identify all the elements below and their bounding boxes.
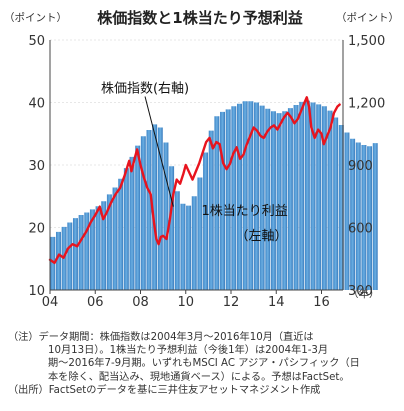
x-tick-label: 06 xyxy=(87,295,104,310)
eps-bar xyxy=(350,138,356,290)
eps-bar xyxy=(304,100,310,291)
eps-bar xyxy=(112,187,118,290)
left-tick-label: 30 xyxy=(28,159,45,174)
chart-title: 株価指数と1株当たり予想利益 xyxy=(97,9,302,27)
eps-bar xyxy=(276,113,282,290)
left-axis-unit: （ポイント） xyxy=(4,12,67,24)
eps-bar xyxy=(180,203,186,290)
left-tick-label: 50 xyxy=(28,34,45,49)
eps-bar xyxy=(106,194,112,291)
note-line: 10月13日）。1株当たり予想利益（今後1年）は2004年1-3月 xyxy=(48,345,329,357)
x-axis-unit: （年） xyxy=(348,287,380,300)
eps-bar xyxy=(327,110,333,291)
right-tick-label: 900 xyxy=(348,159,373,174)
eps-bar xyxy=(225,109,231,290)
eps-bar xyxy=(197,177,203,290)
eps-bar xyxy=(220,111,225,291)
eps-bar xyxy=(299,101,305,291)
chart-notes: （注）データ期間：株価指数は2004年3月～2016年10月（直近は 10月13… xyxy=(8,331,400,397)
x-tick-label: 08 xyxy=(132,295,149,310)
eps-bar xyxy=(214,116,220,290)
left-tick-label: 20 xyxy=(28,222,45,237)
eps-bar xyxy=(237,103,242,290)
eps-bar xyxy=(265,108,271,290)
eps-bar xyxy=(123,168,129,291)
eps-annotation: 1株当たり利益 xyxy=(201,204,287,219)
index-line xyxy=(48,96,341,265)
eps-bar xyxy=(282,111,288,290)
eps-bar xyxy=(310,102,316,290)
x-tick-label: 16 xyxy=(313,295,330,310)
eps-bar xyxy=(338,125,344,290)
note-line: （出所）FactSetのデータを基に三井住友アセットマネジメント作成 xyxy=(8,384,321,396)
note-line: （注）データ期間：株価指数は2004年3月～2016年10月（直近は xyxy=(8,332,314,343)
eps-bar xyxy=(361,145,367,290)
eps-bar xyxy=(174,191,180,290)
eps-bar xyxy=(129,156,135,291)
eps-bar xyxy=(344,132,350,290)
eps-bar xyxy=(203,152,209,290)
note-line: 本を除く、配当込み、現地通貨ベース）による。予想はFactSet。 xyxy=(48,371,350,383)
eps-bar xyxy=(321,106,327,290)
x-tick-label: 14 xyxy=(268,295,285,310)
right-tick-label: 1,200 xyxy=(348,97,385,112)
eps-bar xyxy=(253,102,259,290)
index-label-pointer xyxy=(144,96,174,207)
eps-bar xyxy=(56,231,61,291)
x-tick-label: 10 xyxy=(177,295,194,310)
eps-bar xyxy=(316,104,322,291)
eps-bar xyxy=(231,106,237,290)
eps-bar xyxy=(89,209,95,291)
eps-bar xyxy=(372,143,378,291)
eps-bar xyxy=(163,142,169,290)
eps-bar xyxy=(208,130,214,291)
eps-bar xyxy=(186,205,192,291)
left-axis: 10 20 30 40 50 xyxy=(28,34,51,299)
eps-bar xyxy=(191,196,197,290)
x-tick-label: 12 xyxy=(223,295,240,310)
left-tick-label: 10 xyxy=(28,284,45,299)
right-tick-label: 300 xyxy=(348,284,373,299)
eps-bar xyxy=(248,101,254,290)
eps-bar xyxy=(118,178,124,290)
x-tick-label: 04 xyxy=(42,295,59,310)
eps-bar xyxy=(50,236,56,291)
eps-bars xyxy=(50,100,378,291)
eps-bar xyxy=(101,201,107,290)
eps-bar xyxy=(355,142,361,290)
eps-bar xyxy=(367,146,373,290)
right-axis: 300 600 900 1,200 1,500 xyxy=(342,34,385,299)
x-axis: 04 06 08 10 12 14 16 xyxy=(42,289,343,310)
left-tick-label: 40 xyxy=(28,97,45,112)
eps-bar xyxy=(152,124,158,291)
eps-bar xyxy=(67,222,73,290)
eps-bar xyxy=(293,105,299,290)
eps-bar xyxy=(72,218,78,291)
eps-bar xyxy=(270,111,276,290)
eps-bar xyxy=(333,117,339,290)
eps-bar xyxy=(140,136,146,290)
eps-bar xyxy=(78,215,84,290)
eps-bar xyxy=(242,101,248,290)
eps-bar xyxy=(135,145,141,291)
right-tick-label: 600 xyxy=(348,222,373,237)
annotations: 株価指数(右軸) 1株当たり利益 （左軸） xyxy=(101,82,288,245)
eps-bar xyxy=(287,108,293,291)
eps-and-index-chart: 株価指数と1株当たり予想利益 （ポイント） （ポイント） （年） 10 20 30 4… xyxy=(4,9,399,310)
eps-bar xyxy=(84,212,90,290)
note-line: 期～2016年7-9月期。いずれもMSCI AC アジア・パシフィック（日 xyxy=(48,358,360,370)
eps-bar xyxy=(146,130,152,290)
index-line-layer xyxy=(48,96,341,265)
eps-bar xyxy=(259,105,265,291)
eps-bar xyxy=(157,127,163,290)
eps-bar xyxy=(95,206,101,290)
index-annotation: 株価指数(右軸) xyxy=(101,82,189,97)
eps-bar xyxy=(169,166,175,290)
eps-annotation: （左軸） xyxy=(236,229,288,244)
right-tick-label: 1,500 xyxy=(348,34,385,49)
right-axis-unit: （ポイント） xyxy=(336,12,399,24)
